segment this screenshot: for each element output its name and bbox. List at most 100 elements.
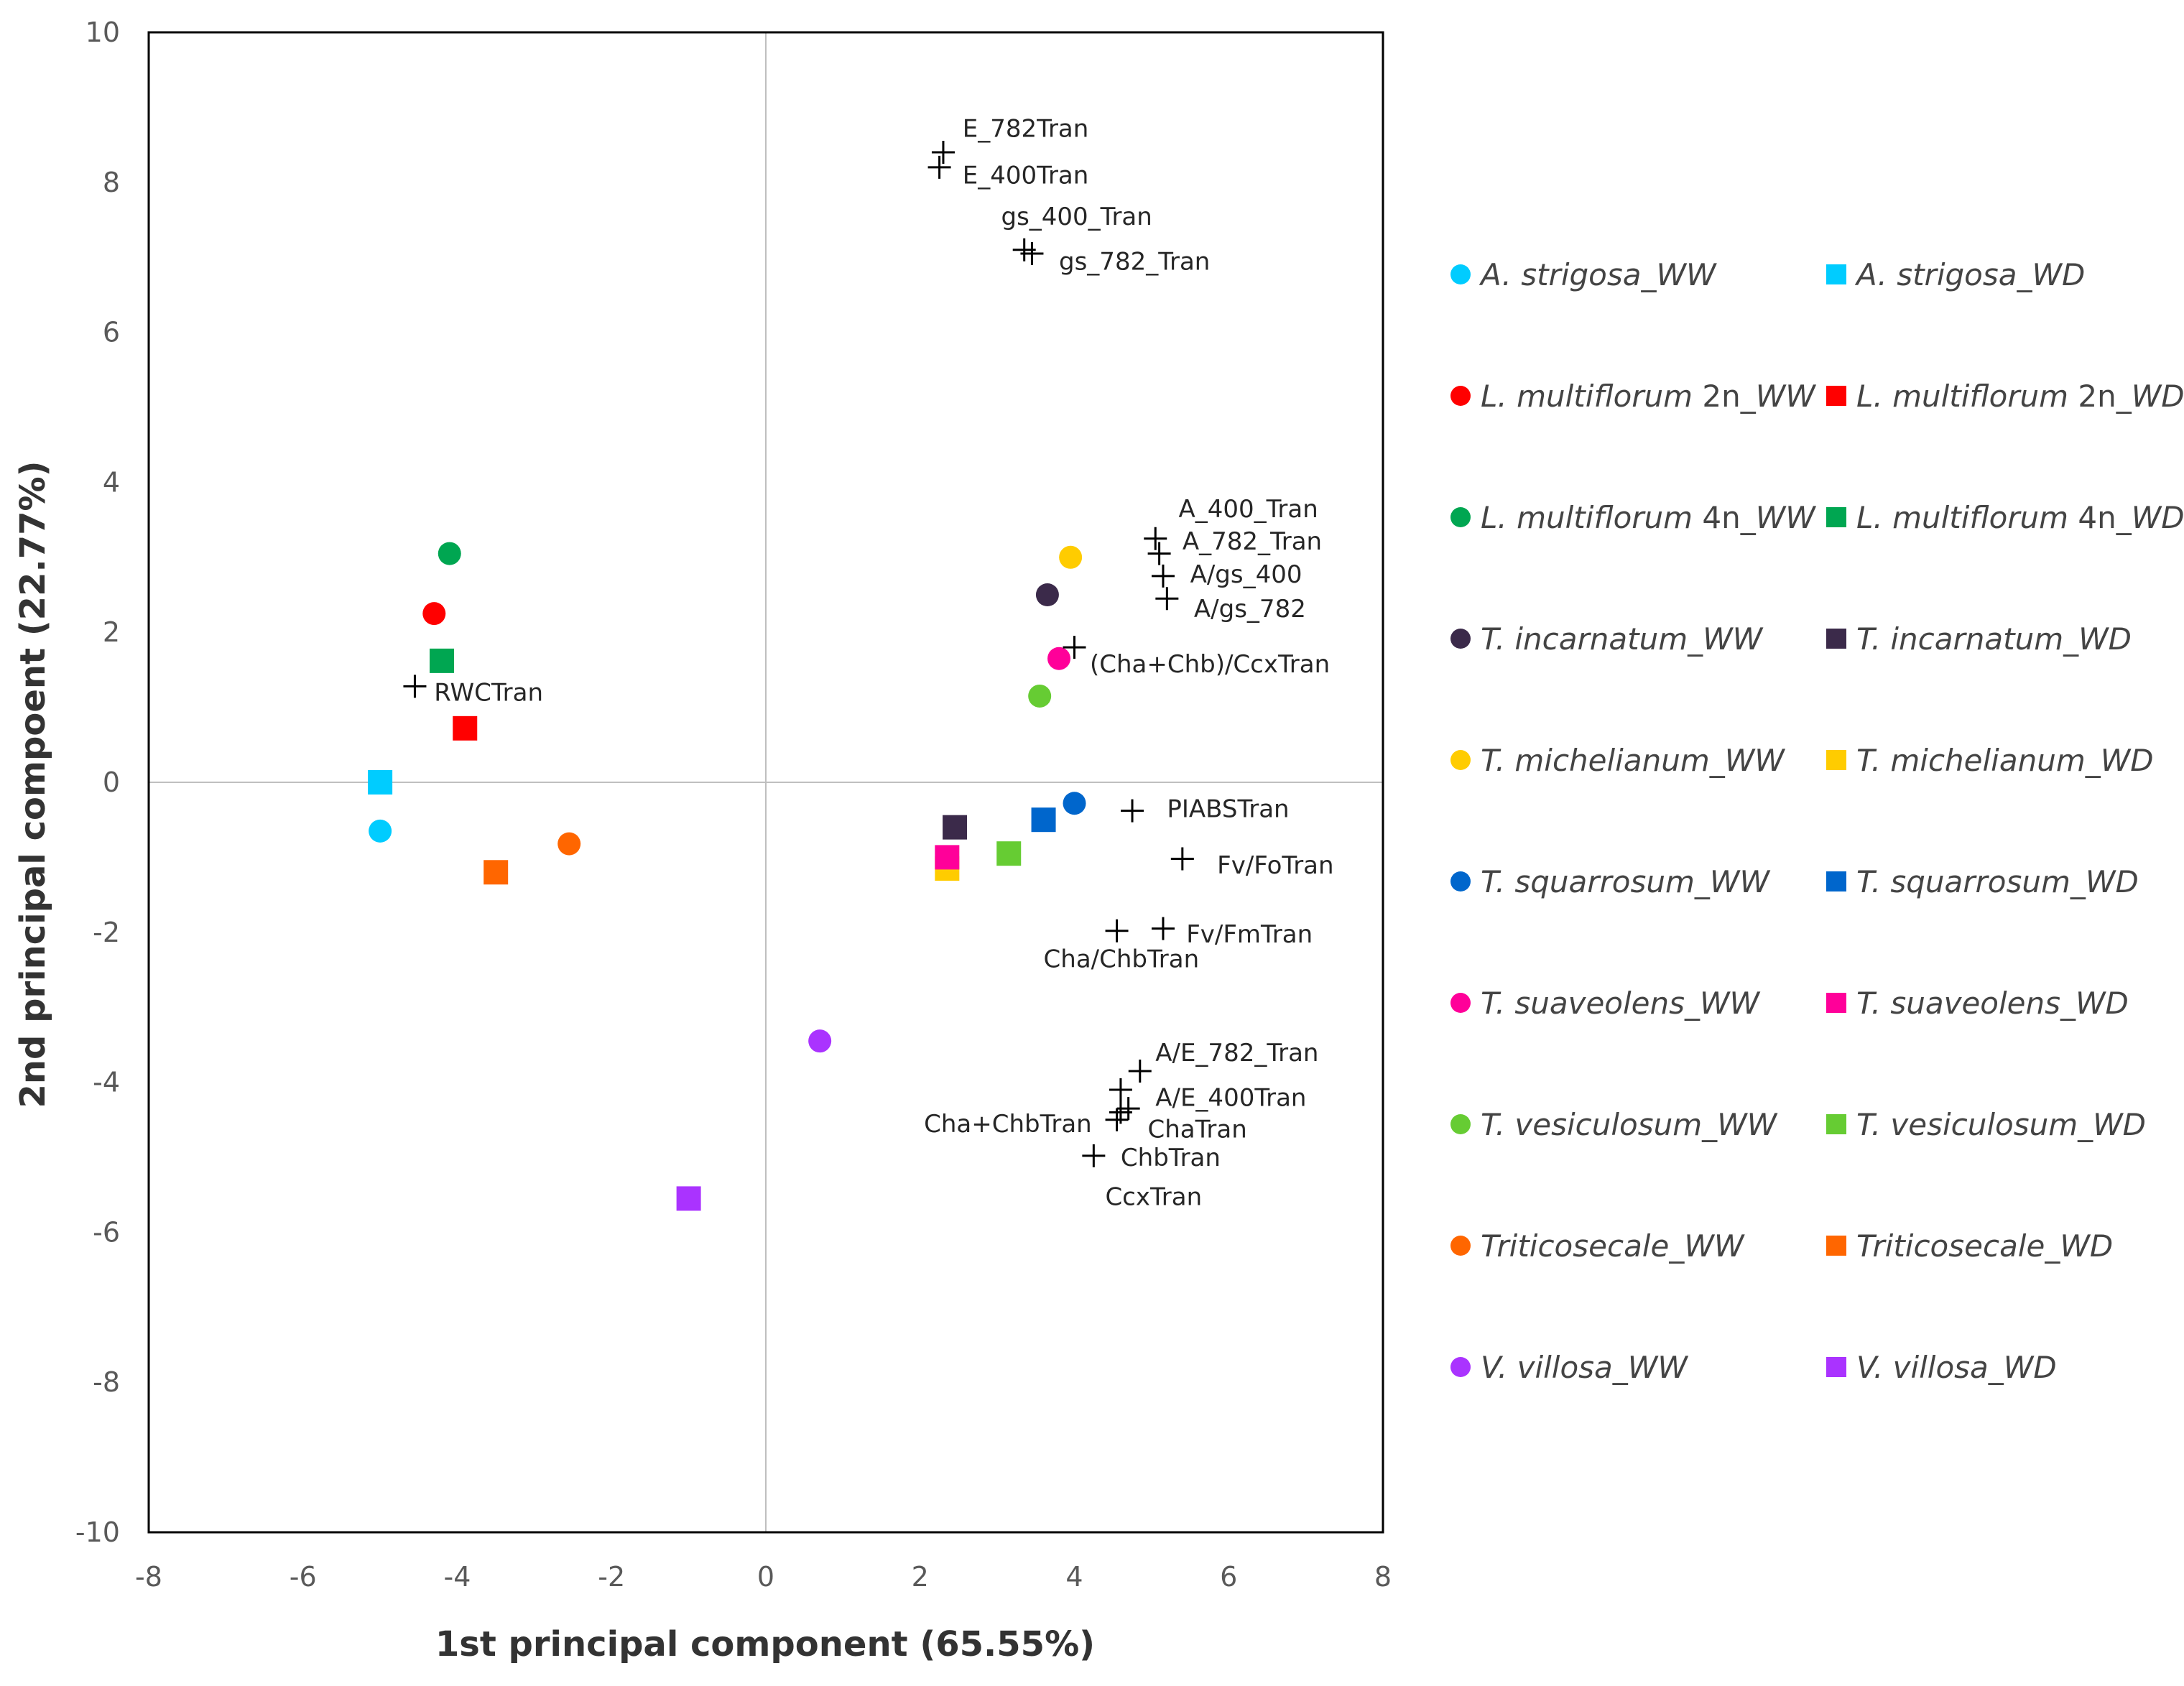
- legend-marker: [1450, 1114, 1471, 1134]
- loading-marker: [1128, 1059, 1152, 1083]
- legend-marker: [1450, 629, 1471, 649]
- legend-marker: [1826, 993, 1846, 1013]
- loading-marker: [1109, 1101, 1132, 1124]
- legend-label: L. multiflorum 4n_WD: [1856, 500, 2184, 535]
- loading-label: A/E_400Tran: [1155, 1083, 1306, 1112]
- legend-label: V. villosa_WD: [1856, 1350, 2057, 1385]
- legend-label: Triticosecale_WD: [1856, 1228, 2113, 1264]
- loading-label: gs_400_Tran: [1001, 203, 1152, 231]
- loading-marker: [1121, 799, 1144, 823]
- loading-label: A/gs_782: [1194, 595, 1306, 624]
- y-tick-label: -10: [75, 1516, 120, 1548]
- legend-label: L. multiflorum 2n_WW: [1481, 379, 1816, 414]
- data-point: [1063, 792, 1086, 815]
- legend-label: T. incarnatum_WW: [1481, 621, 1764, 657]
- data-point: [676, 1186, 701, 1211]
- y-tick-label: 10: [85, 17, 120, 48]
- loading-label: E_782Tran: [963, 115, 1089, 144]
- loading-marker: [1151, 917, 1175, 940]
- legend-label: T. incarnatum_WD: [1856, 621, 2132, 657]
- x-tick-label: 6: [1220, 1561, 1237, 1593]
- loading-label: Cha+ChbTran: [924, 1110, 1092, 1139]
- loading-marker: [931, 141, 955, 165]
- data-point: [808, 1029, 832, 1053]
- data-point: [453, 715, 478, 741]
- legend-marker: [1450, 386, 1471, 406]
- legend-marker: [1450, 750, 1471, 770]
- loading-label: CcxTran: [1105, 1182, 1202, 1211]
- loading-label: Fv/FoTran: [1217, 851, 1333, 880]
- data-point: [1059, 545, 1083, 569]
- data-point: [557, 832, 581, 856]
- legend-label: L. multiflorum 4n_WW: [1481, 500, 1816, 535]
- loading-label: Cha/ChbTran: [1044, 945, 1200, 973]
- y-tick-label: 2: [103, 616, 120, 648]
- y-axis-title: 2nd principal compoent (22.77%): [13, 460, 53, 1108]
- loading-marker: [1170, 847, 1194, 871]
- y-tick-label: -4: [93, 1067, 120, 1098]
- legend-label: A. strigosa_WW: [1479, 257, 1717, 292]
- data-point: [1035, 583, 1059, 606]
- loading-marker: [1155, 587, 1179, 611]
- y-tick-label: -8: [93, 1366, 120, 1398]
- loading-label: ChbTran: [1121, 1144, 1221, 1172]
- y-tick-label: 6: [103, 317, 120, 348]
- data-point: [935, 845, 960, 870]
- x-tick-label: -4: [444, 1561, 471, 1593]
- legend-marker: [1450, 507, 1471, 527]
- loading-marker: [1144, 527, 1167, 550]
- loading-marker: [1020, 241, 1044, 265]
- x-tick-label: 2: [912, 1561, 929, 1593]
- legend-label: V. villosa_WW: [1481, 1350, 1688, 1385]
- loading-label: A_400_Tran: [1178, 495, 1318, 524]
- legend-label: T. vesiculosum_WW: [1481, 1107, 1778, 1142]
- loading-marker: [403, 675, 427, 698]
- legend-label: T. vesiculosum_WD: [1856, 1107, 2146, 1142]
- loading-marker: [1105, 919, 1129, 942]
- data-point: [1031, 807, 1056, 833]
- legend-marker: [1450, 871, 1471, 891]
- y-tick-label: 0: [103, 766, 120, 798]
- loading-label: Fv/FmTran: [1186, 920, 1313, 949]
- y-tick-label: -2: [93, 917, 120, 948]
- loading-label: PIABSTran: [1167, 795, 1289, 824]
- legend-marker: [1826, 264, 1846, 284]
- x-tick-label: -2: [598, 1561, 625, 1593]
- x-tick-label: 8: [1374, 1561, 1392, 1593]
- legend-marker: [1826, 629, 1846, 649]
- legend-label: T. michelianum_WW: [1481, 743, 1785, 778]
- data-point: [943, 815, 968, 840]
- data-point: [369, 819, 392, 843]
- data-point: [1028, 684, 1052, 708]
- y-tick-label: -6: [93, 1216, 120, 1248]
- x-tick-label: 0: [757, 1561, 774, 1593]
- legend-marker: [1450, 993, 1471, 1013]
- loading-marker: [1082, 1144, 1106, 1167]
- data-point: [430, 648, 455, 673]
- loading-label: A/E_782_Tran: [1155, 1039, 1318, 1067]
- x-axis-title: 1st principal component (65.55%): [435, 1624, 1095, 1664]
- legend-marker: [1826, 1357, 1846, 1377]
- loading-marker: [1151, 564, 1175, 588]
- y-tick-label: 8: [103, 167, 120, 198]
- legend-marker: [1826, 1236, 1846, 1256]
- legend-marker: [1450, 1357, 1471, 1377]
- data-point: [996, 841, 1022, 866]
- loading-label: gs_782_Tran: [1059, 247, 1210, 276]
- loading-marker: [927, 155, 951, 179]
- legend-label: Triticosecale_WW: [1481, 1228, 1745, 1264]
- data-point: [1047, 647, 1071, 670]
- legend-marker: [1450, 1236, 1471, 1256]
- plot-area-frame: [147, 31, 1384, 1534]
- legend-marker: [1450, 264, 1471, 284]
- loading-label: E_400Tran: [963, 161, 1089, 190]
- loading-marker: [1109, 1078, 1132, 1102]
- legend-label: T. suaveolens_WD: [1856, 986, 2129, 1021]
- legend-label: T. suaveolens_WW: [1481, 986, 1761, 1021]
- legend-label: A. strigosa_WD: [1854, 257, 2085, 292]
- x-tick-label: -6: [290, 1561, 317, 1593]
- legend-marker: [1826, 1114, 1846, 1134]
- x-tick-label: -8: [135, 1561, 162, 1593]
- y-tick-label: 4: [103, 466, 120, 498]
